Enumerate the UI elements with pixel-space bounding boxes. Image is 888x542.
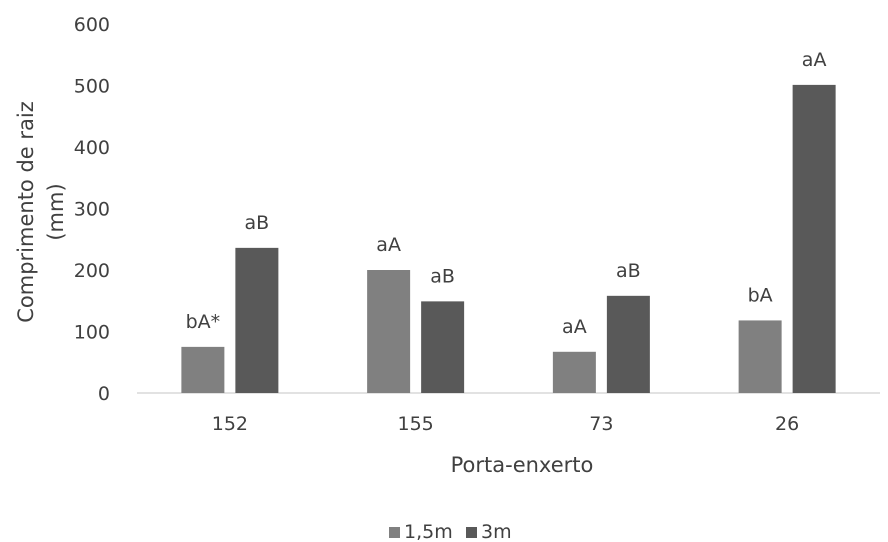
y-tick-label: 500	[74, 76, 110, 98]
data-label-155-series-2: aB	[430, 265, 455, 287]
x-tick-label: 26	[775, 413, 799, 435]
data-label-26-series-1: bA	[748, 284, 773, 306]
x-tick-label: 155	[397, 413, 433, 435]
bar-155-series-2	[421, 301, 465, 393]
bar-155-series-1	[367, 270, 411, 393]
y-axis-title: Comprimento de raiz (mm)	[14, 101, 68, 323]
legend: 1,5m 3m	[389, 521, 512, 542]
y-axis-ticks: 0 100 200 300 400 500 600	[74, 14, 110, 405]
y-tick-label: 100	[74, 322, 110, 344]
data-label-73-series-2: aB	[616, 260, 641, 282]
data-label-26-series-2: aA	[802, 49, 827, 71]
y-axis-title-line-2: (mm)	[44, 183, 68, 240]
data-labels: bA* aB aA aB aA aB bA aA	[186, 49, 827, 338]
bar-73-series-1	[552, 351, 596, 393]
legend-swatch-1-5m	[389, 527, 400, 538]
legend-label-1-5m: 1,5m	[404, 521, 453, 542]
data-label-155-series-1: aA	[376, 234, 401, 256]
bar-26-series-1	[738, 320, 782, 393]
bar-152-series-1	[181, 346, 225, 393]
bar-26-series-2	[792, 84, 836, 393]
y-tick-label: 300	[74, 199, 110, 221]
legend-label-3m: 3m	[481, 521, 512, 542]
bar-73-series-2	[606, 295, 650, 393]
legend-swatch-3m	[466, 527, 477, 538]
x-tick-label: 73	[589, 413, 613, 435]
data-label-152-series-2: aB	[245, 212, 270, 234]
y-tick-label: 400	[74, 137, 110, 159]
data-label-152-series-1: bA*	[186, 311, 221, 333]
y-tick-label: 600	[74, 14, 110, 36]
bars	[181, 84, 836, 393]
x-tick-label: 152	[212, 413, 248, 435]
y-tick-label: 200	[74, 260, 110, 282]
x-axis-title: Porta-enxerto	[451, 453, 594, 477]
y-axis-title-line-1: Comprimento de raiz	[14, 101, 38, 323]
y-tick-label: 0	[98, 383, 110, 405]
x-axis-ticks: 152 155 73 26	[212, 413, 799, 435]
data-label-73-series-1: aA	[562, 316, 587, 338]
bar-152-series-2	[235, 247, 279, 393]
